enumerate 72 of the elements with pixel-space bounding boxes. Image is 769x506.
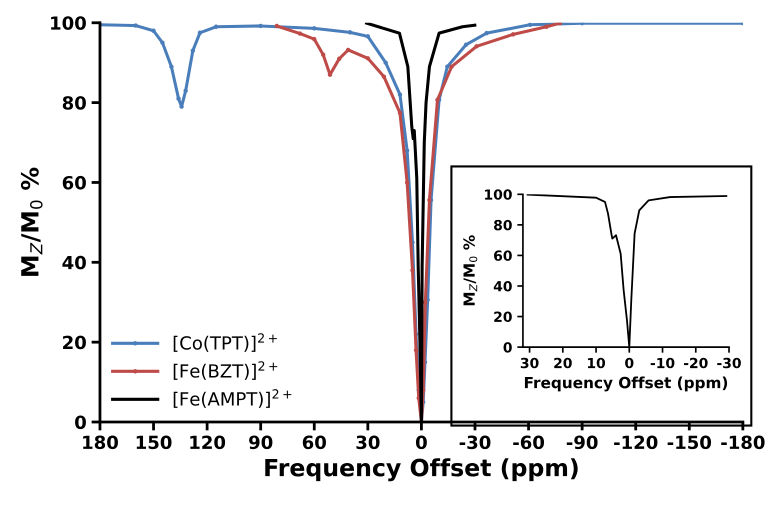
point: [169, 64, 174, 69]
point: [366, 56, 370, 61]
y-tick-label: 0: [504, 342, 512, 353]
y-tick-label: 40: [494, 280, 512, 292]
point: [312, 26, 316, 31]
x-tick-label: -20: [684, 358, 708, 368]
x-tick-label: 0: [416, 436, 427, 450]
x-tick-label: 30: [356, 436, 380, 450]
point: [398, 92, 402, 97]
x-tick-label: -30: [717, 358, 741, 368]
point: [312, 36, 316, 42]
y-tick-label: 80: [494, 220, 512, 230]
y-tick-label: 80: [62, 96, 86, 110]
y-tick-label: 20: [494, 312, 512, 322]
x-tick-label: 10: [588, 358, 606, 368]
x-tick-label: 90: [249, 436, 272, 450]
point: [445, 64, 450, 69]
point: [346, 48, 350, 52]
x-tick-label: -10: [650, 358, 674, 368]
x-tick-label: 60: [302, 436, 326, 450]
point: [160, 40, 165, 45]
point: [348, 30, 352, 35]
point: [337, 56, 342, 61]
x-tick-label: 0: [625, 358, 634, 368]
point: [510, 32, 516, 37]
point: [366, 34, 370, 39]
x-tick-label: -150: [668, 436, 712, 450]
point: [528, 22, 532, 27]
legend-label: [Fe(AMPT)]$^{2+}$: [174, 389, 292, 408]
x-tick-label: 150: [136, 436, 172, 450]
point: [404, 180, 410, 185]
point: [274, 24, 279, 28]
point: [544, 24, 549, 29]
x-tick-label: -180: [721, 436, 765, 450]
point: [320, 52, 326, 57]
point: [190, 48, 196, 53]
point: [383, 60, 388, 65]
legend-label: [Co(TPT)]$^{2+}$: [174, 333, 277, 352]
x-tick-label: -90: [566, 436, 598, 450]
point: [198, 30, 202, 35]
x-tick-label: -30: [460, 436, 490, 450]
x-axis-title: Frequency Offset (ppm): [524, 376, 728, 392]
y-tick-label: 100: [485, 189, 512, 200]
x-axis-title: Frequency Offset (ppm): [265, 458, 578, 482]
y-tick-label: 60: [494, 250, 512, 261]
y-axis-title: M$_{Z}$/M$_{0}$ %: [20, 168, 43, 276]
x-tick-label: -120: [614, 436, 658, 450]
x-tick-label: 180: [83, 436, 118, 450]
point: [183, 88, 188, 93]
y-tick-label: 60: [62, 176, 86, 190]
y-tick-label: 20: [63, 336, 86, 350]
x-tick-label: 120: [190, 436, 226, 450]
point: [423, 300, 428, 304]
x-tick-label: -60: [513, 436, 544, 450]
y-axis-title: M$_{Z}$/M$_{0}$ %: [463, 235, 478, 306]
x-tick-label: 30: [520, 358, 539, 368]
y-tick-label: 100: [51, 16, 86, 30]
point: [214, 24, 218, 29]
legend-label: [Fe(BZT)]$^{2+}$: [174, 361, 278, 380]
point: [474, 44, 479, 49]
point: [464, 42, 468, 47]
y-tick-label: 40: [62, 256, 86, 270]
point: [404, 148, 410, 153]
point: [484, 30, 489, 36]
point: [298, 31, 302, 36]
point: [398, 110, 402, 116]
x-tick-label: 20: [554, 358, 572, 368]
point: [151, 28, 156, 33]
point: [176, 96, 181, 101]
point: [382, 74, 386, 79]
point: [449, 64, 454, 69]
y-tick-label: 0: [75, 415, 86, 430]
